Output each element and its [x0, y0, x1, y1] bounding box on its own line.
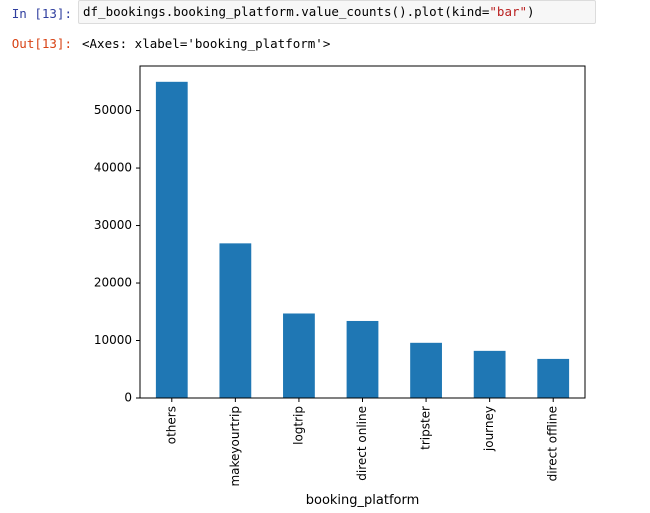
x-tick-label: logtrip [291, 406, 305, 445]
y-tick-label: 40000 [94, 161, 132, 175]
bar-group [155, 81, 570, 399]
y-tick-label: 20000 [94, 276, 132, 290]
code-string-literal: "bar" [489, 4, 528, 19]
bar-logtrip [283, 313, 315, 398]
code-text-suffix: ) [527, 4, 535, 19]
x-tick-label: tripster [419, 406, 433, 450]
y-tick-label: 10000 [94, 333, 132, 347]
y-tick-label: 30000 [94, 218, 132, 232]
bar-makeyourtrip [219, 243, 252, 398]
code-text: df_bookings.booking_platform.value_count… [83, 4, 490, 19]
x-axis-label: booking_platform [306, 493, 420, 508]
output-prompt: Out[13]: [11, 36, 72, 51]
bar-tripster [410, 342, 442, 398]
y-axis: 0 10000 20000 30000 40000 50000 [94, 103, 140, 405]
x-tick-label: makeyourtrip [228, 406, 242, 487]
code-input-cell[interactable]: df_bookings.booking_platform.value_count… [78, 0, 596, 24]
x-tick-label: direct online [355, 406, 369, 481]
bar-others [155, 81, 188, 399]
y-tick-label: 0 [124, 391, 132, 405]
x-tick-label: journey [482, 406, 496, 452]
bar-direct-online [346, 320, 379, 398]
x-axis: others makeyourtrip logtrip direct online tr… [164, 398, 560, 487]
bar-direct-offline [537, 358, 570, 398]
x-tick-label: others [164, 406, 178, 444]
input-prompt: In [13]: [11, 6, 72, 21]
x-tick-label: direct offline [546, 406, 560, 481]
bar-journey [473, 350, 506, 398]
output-text: <Axes: xlabel='booking_platform'> [82, 36, 331, 51]
y-tick-label: 50000 [94, 103, 132, 117]
